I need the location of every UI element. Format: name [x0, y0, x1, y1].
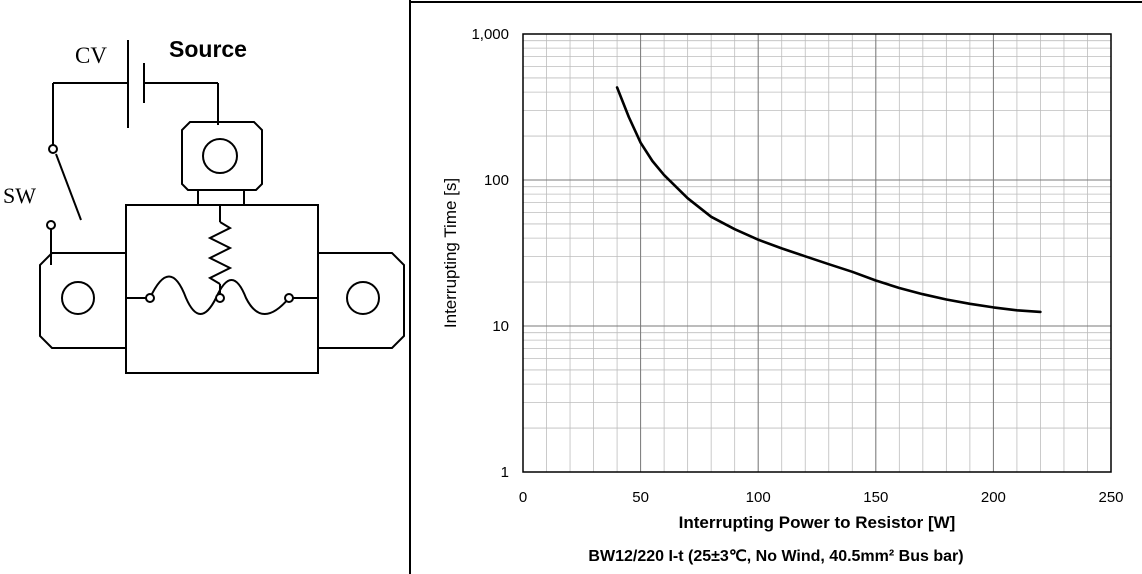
y-tick-label: 1,000	[471, 26, 509, 43]
source-label: Source	[169, 36, 247, 62]
grid-minor	[523, 34, 1111, 472]
x-tick-label: 0	[519, 489, 527, 506]
y-tick-label: 100	[484, 172, 509, 189]
fuse-body	[125, 204, 319, 374]
x-axis-ticks: 0 50 100 150 200 250	[519, 489, 1124, 506]
y-axis-label: Interrupting Time [s]	[441, 178, 460, 328]
x-tick-label: 150	[863, 489, 888, 506]
plot-area	[522, 33, 1112, 473]
y-axis-ticks: 1 10 100 1,000	[471, 26, 509, 481]
sw-label: SW	[3, 183, 36, 208]
resistor-zigzag	[207, 221, 233, 285]
fuse-node-center	[215, 293, 225, 303]
chart: 0 50 100 150 200 250 1 10 100 1,000 Interrupting…	[409, 0, 1142, 574]
fuse-node-right	[284, 293, 294, 303]
x-tick-label: 200	[981, 489, 1006, 506]
top-terminal-hole	[202, 138, 238, 174]
left-terminal-hole	[61, 281, 95, 315]
right-terminal-hole	[346, 281, 380, 315]
x-axis-label: Interrupting Power to Resistor [W]	[679, 513, 956, 532]
x-tick-label: 250	[1098, 489, 1123, 506]
y-tick-label: 10	[492, 318, 509, 335]
right-terminal	[318, 252, 405, 349]
top-terminal	[181, 121, 263, 191]
fuse-node-left	[145, 293, 155, 303]
chart-caption: BW12/220 I-t (25±3℃, No Wind, 40.5mm² Bu…	[588, 548, 963, 565]
circuit-schematic	[39, 40, 405, 374]
switch-contact-bottom	[46, 220, 56, 230]
x-tick-label: 50	[632, 489, 649, 506]
switch-contact-top	[48, 144, 58, 154]
grid-major	[522, 33, 1112, 473]
left-terminal	[39, 252, 126, 349]
cv-label: CV	[75, 43, 107, 68]
y-tick-label: 1	[501, 464, 509, 481]
x-tick-label: 100	[746, 489, 771, 506]
switch-blade	[55, 153, 82, 221]
series-line	[615, 86, 1042, 314]
series-layer	[615, 86, 1042, 314]
